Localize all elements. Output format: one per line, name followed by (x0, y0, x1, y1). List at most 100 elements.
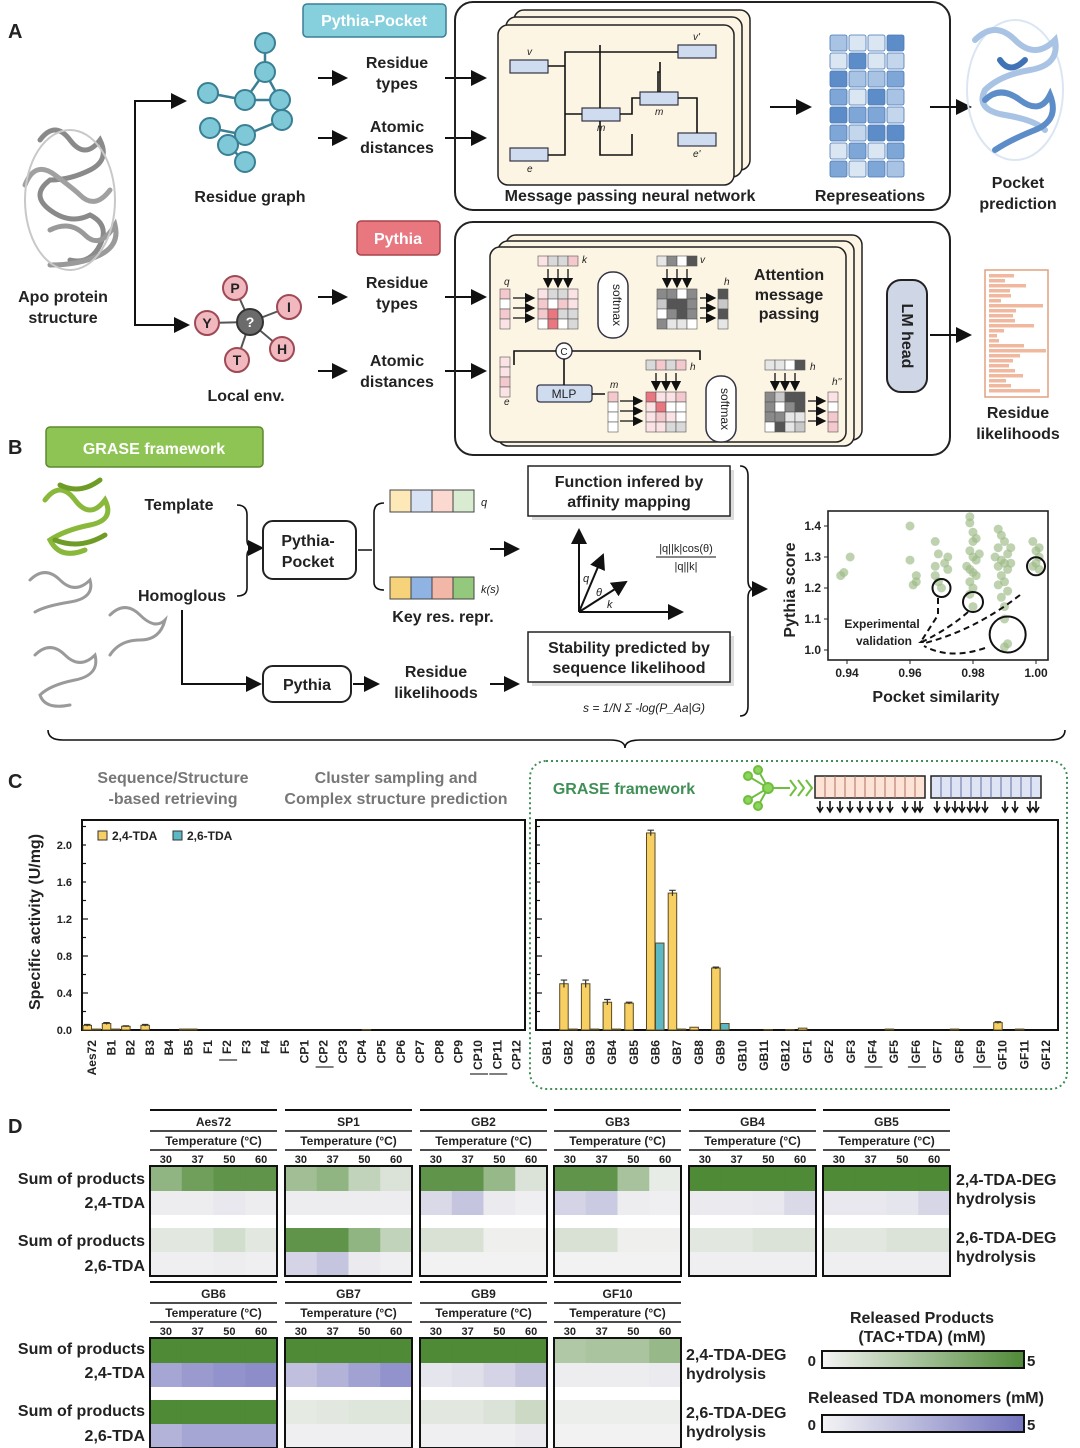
likelihood-bar (989, 294, 1011, 298)
mutation-arrow (966, 801, 974, 814)
heatmap-cell (420, 1338, 453, 1363)
error-bar (625, 1001, 633, 1005)
heatmap-cell (617, 1228, 650, 1252)
representation-cell (829, 142, 848, 160)
residue-likelihoods-b-l2: likelihoods (394, 685, 478, 702)
y-tick-label: 0.0 (57, 1025, 72, 1037)
bar-plot-area (81, 819, 526, 1031)
temperature-label: 60 (390, 1326, 402, 1338)
key-vector-cell (547, 255, 559, 267)
mutation-arrow (911, 801, 919, 814)
likelihood-bar (989, 344, 1024, 348)
attention-matrix-cell (764, 411, 776, 423)
attention-matrix-cell (557, 288, 569, 300)
bar-2,6-TDA-GB6 (655, 942, 665, 1031)
edge-vector-cell (499, 356, 511, 368)
specific-activity-bar-chart: Aes72 B1 B2 B3 B4 B5 F1 F2 F3 F4 F5 CP1 CP2 CP3 CP4 CP5… (27, 819, 1059, 1075)
heatmap-cell (181, 1338, 214, 1363)
heatmap-cell (823, 1166, 856, 1191)
temperature-label: 30 (430, 1326, 442, 1338)
heatmap-cell (380, 1363, 413, 1387)
value-vector-cell (656, 255, 668, 267)
error-bar (669, 889, 676, 896)
error-bar (582, 979, 589, 988)
heatmap-frame (149, 1165, 278, 1277)
heatmap-cell (213, 1338, 246, 1363)
experimental-validation-l2: validation (856, 634, 912, 648)
heatmap-cell (918, 1228, 951, 1252)
scatter-point (965, 518, 975, 528)
attention-matrix-cell (764, 391, 776, 403)
x-tick-label: GF12 (1039, 1040, 1053, 1070)
attention-matrix-cell (656, 288, 668, 300)
heatmap-cell (886, 1191, 919, 1215)
panel-label-a: A (8, 21, 22, 43)
temperature-label: 30 (295, 1154, 307, 1166)
heatmap-cell (554, 1338, 587, 1363)
attn-h: h (724, 277, 730, 288)
representation-cell (848, 88, 867, 106)
mutation-arrow (943, 801, 951, 814)
pythia-pocket-tag (302, 3, 447, 38)
temperature-axis-title: Temperature (°C) (435, 1134, 532, 1148)
heatmap-cell (285, 1252, 318, 1276)
atomic-distances-2b: distances (360, 374, 434, 391)
colorbar-max: 5 (1027, 1417, 1035, 1434)
heatmap-cell (380, 1252, 413, 1276)
stability-box-l2: sequence likelihood (553, 660, 706, 677)
scatter-point (845, 552, 855, 562)
temperature-label: 50 (223, 1154, 235, 1166)
colorbar-title: (TAC+TDA) (mM) (858, 1329, 985, 1346)
representation-cell (886, 142, 905, 160)
heatmap-cell (854, 1228, 887, 1252)
panel-a: A Apo protein structure Residue graph (8, 1, 1064, 456)
heatmap-cell (823, 1228, 856, 1252)
temperature-axis-title: Temperature (°C) (435, 1306, 532, 1320)
cos-numerator: |q||k|cos(θ) (659, 543, 713, 555)
bar-2,4-TDA-GB4 (602, 1001, 613, 1031)
edge-vector-cell (499, 366, 511, 378)
temperature-label: 50 (493, 1154, 505, 1166)
heatmap-cell (854, 1166, 887, 1191)
h-out-vector-cell (827, 421, 839, 433)
x-tick-label: GF3 (844, 1040, 858, 1064)
y-tick-label: 1.4 (804, 519, 821, 533)
residue-types-1b: types (376, 76, 418, 93)
representation-cell (867, 52, 886, 70)
bar-2,6-TDA-GB4 (611, 1028, 622, 1031)
vector-cell (675, 359, 687, 371)
mutation-arrow (816, 801, 824, 814)
heatmap-cell (348, 1191, 381, 1215)
attention-matrix-cell (645, 411, 657, 423)
x-tick-label: F4 (259, 1040, 273, 1054)
heatmap-cell (515, 1424, 548, 1448)
heatmap-cell (752, 1252, 785, 1276)
attention-matrix-cell (794, 391, 806, 403)
x-tick-label: CP6 (394, 1040, 408, 1064)
scatter-point (1000, 642, 1009, 652)
representation-cell (848, 34, 867, 52)
heatmap-title-GB7: GB7 (336, 1287, 361, 1301)
pythia-pocket-module-l2: Pocket (282, 554, 335, 571)
q-vector-cell (410, 489, 433, 513)
temperature-label: 60 (794, 1154, 806, 1166)
attention-matrix-cell (784, 411, 796, 423)
attention-matrix-cell (675, 401, 687, 413)
heatmap-cell (617, 1363, 650, 1387)
pocket-protein-image (966, 19, 1064, 161)
mutation-arrow (1011, 801, 1019, 814)
representation-cell (886, 106, 905, 124)
temperature-axis-title: Temperature (°C) (300, 1134, 397, 1148)
attention-matrix-cell (655, 401, 667, 413)
heatmap-cell (285, 1338, 318, 1363)
attention-matrix-cell (656, 298, 668, 310)
vector-cell (764, 359, 776, 371)
heatmap-cell (316, 1424, 349, 1448)
heatmap-cell (181, 1228, 214, 1252)
heatmap-cell (483, 1424, 516, 1448)
pythia-pocket-module (262, 520, 357, 580)
scatter-point (930, 537, 940, 546)
temperature-label: 50 (896, 1154, 908, 1166)
heatmap-cell (515, 1252, 548, 1276)
panel-c: C Sequence/Structure -based retrieving C… (8, 760, 1068, 1090)
